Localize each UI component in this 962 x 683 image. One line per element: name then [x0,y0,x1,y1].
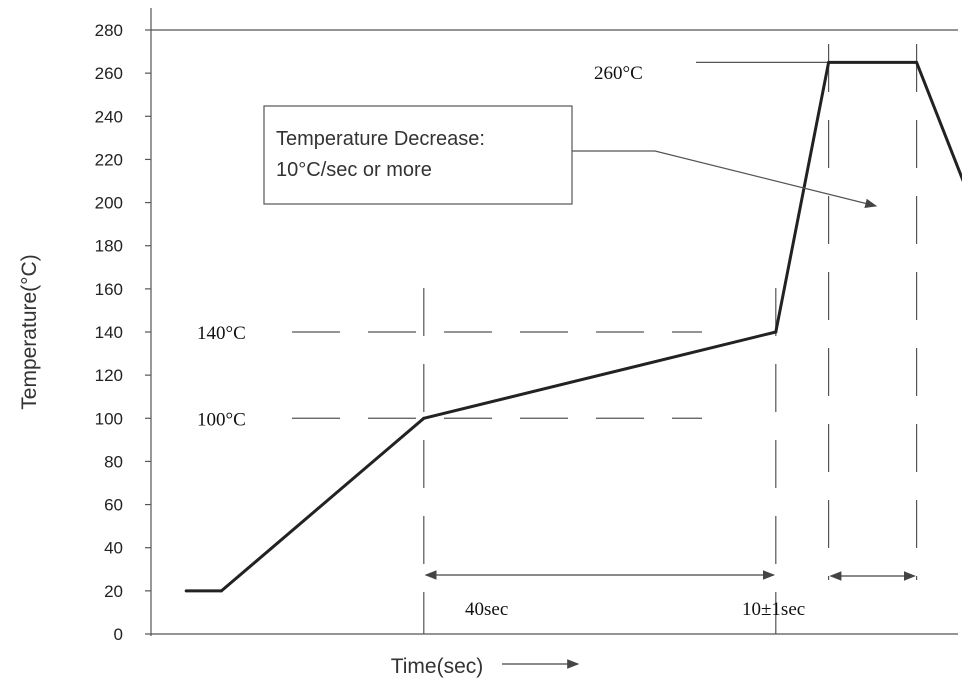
profile-point [915,60,919,64]
y-tick-label: 140 [95,323,123,342]
label-40sec: 40sec [465,599,508,620]
y-tick-label: 160 [95,280,123,299]
y-tick-label: 60 [104,496,123,515]
decrease-callout-line1: Temperature Decrease: [276,128,485,150]
y-tick-label: 260 [95,64,123,83]
y-tick-label: 280 [95,21,123,40]
y-tick-label: 180 [95,237,123,256]
profile-point [219,589,223,593]
profile-point [774,330,778,334]
series-layer [184,60,962,593]
decrease-callout-box [263,105,573,205]
y-tick-label: 0 [114,625,123,644]
label-140c: 140°C [197,323,246,344]
y-tick-label: 80 [104,452,123,471]
label-100c: 100°C [197,409,246,430]
y-axis-ticks: 0 20 40 60 80 100 120 140 160 180 200 220 240 260 280 T… [18,8,958,678]
y-tick-label: 120 [95,366,123,385]
label-10sec: 10±1sec [742,599,805,620]
y-tick-label: 240 [95,107,123,126]
y-axis-title: Temperature(°C) [18,254,41,409]
profile-point [184,589,188,593]
decrease-callout-leader [572,150,878,209]
y-tick-label: 100 [95,409,123,428]
x-axis-title: Time(sec) [391,655,484,678]
y-tick-label: 220 [95,150,123,169]
y-tick-label: 40 [104,539,123,558]
y-tick-label: 200 [95,194,123,213]
label-260c: 260°C [594,63,643,84]
y-tick-label: 20 [104,582,123,601]
annotations: 140°C 100°C 260°C 40sec 10±1sec Temperature D… [197,63,878,620]
profile-point [827,60,831,64]
decrease-callout-line2: 10°C/sec or more [276,159,432,181]
profile-point [422,416,426,420]
